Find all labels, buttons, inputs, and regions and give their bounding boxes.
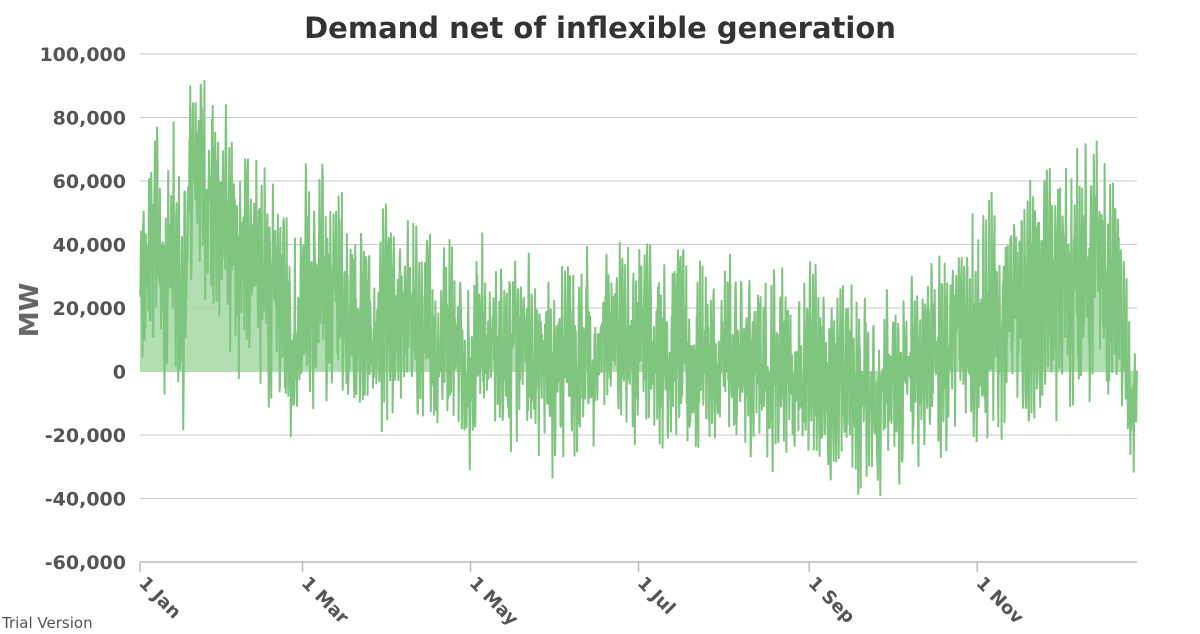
y-tick-label: 40,000 xyxy=(53,235,126,257)
y-tick-label: 0 xyxy=(113,362,126,384)
y-tick-label: 20,000 xyxy=(53,298,126,320)
x-tick-label: 1 Nov xyxy=(972,573,1028,629)
x-tick-label: 1 Sep xyxy=(804,573,859,628)
y-axis-label: MW xyxy=(15,283,45,338)
x-tick-label: 1 Mar xyxy=(297,573,353,629)
y-tick-label: -40,000 xyxy=(45,489,126,511)
y-tick-label: 60,000 xyxy=(53,171,126,193)
y-axis-ticks: 100,000 80,000 60,000 40,000 20,000 0 -20,000 -… xyxy=(39,44,126,574)
y-tick-label: -60,000 xyxy=(45,552,126,574)
y-tick-label: -20,000 xyxy=(45,425,126,447)
x-tick-label: 1 May xyxy=(465,573,522,630)
y-tick-label: 80,000 xyxy=(53,108,126,130)
chart-title: Demand net of inflexible generation xyxy=(304,11,896,45)
x-axis-ticks: 1 Jan 1 Mar 1 May 1 Jul 1 Sep 1 Nov xyxy=(134,562,1028,630)
trial-version-label: Trial Version xyxy=(2,614,93,632)
series-line xyxy=(139,79,1138,497)
x-tick-label: 1 Jul xyxy=(633,573,679,619)
x-tick-label: 1 Jan xyxy=(134,573,185,624)
y-tick-label: 100,000 xyxy=(39,44,126,66)
plot-area xyxy=(139,79,1138,497)
